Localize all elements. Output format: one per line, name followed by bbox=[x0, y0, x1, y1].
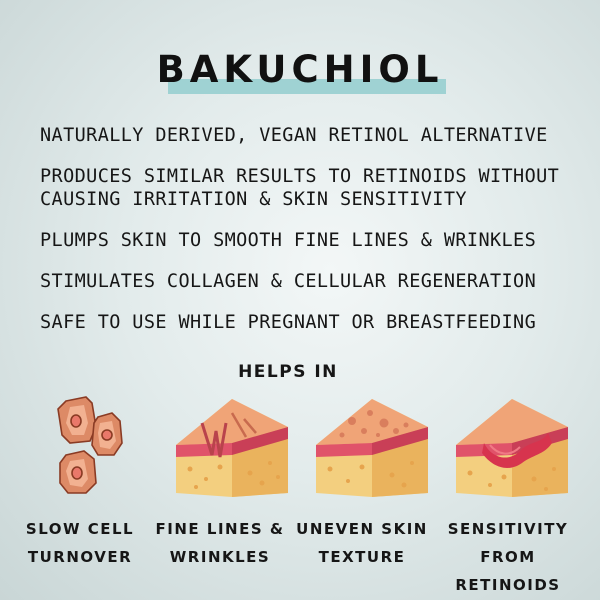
helps-in-heading: HELPS IN bbox=[238, 362, 338, 382]
benefit-item: NATURALLY DERIVED, VEGAN RETINOL ALTERNA… bbox=[40, 125, 548, 146]
wrinkled-skin-icon bbox=[176, 399, 288, 497]
title-accent-bar bbox=[168, 79, 446, 94]
benefit-item: PLUMPS SKIN TO SMOOTH FINE LINES & WRINK… bbox=[40, 230, 537, 251]
skin-cells-icon bbox=[57, 396, 123, 494]
title-area: BAKUCHIOL bbox=[0, 46, 600, 98]
page-title: BAKUCHIOL bbox=[156, 48, 444, 91]
condition-label-slow-cell-turnover: SLOW CELL TURNOVER bbox=[25, 520, 135, 566]
benefits-list: NATURALLY DERIVED, VEGAN RETINOL ALTERNA… bbox=[40, 124, 588, 352]
benefit-item: SAFE TO USE WHILE PREGNANT OR BREASTFEED… bbox=[40, 312, 537, 333]
condition-label-fine-lines: FINE LINES & WRINKLES bbox=[155, 520, 285, 566]
benefit-item: STIMULATES COLLAGEN & CELLULAR REGENERAT… bbox=[40, 271, 537, 292]
condition-label-uneven-texture: UNEVEN SKIN TEXTURE bbox=[296, 520, 428, 566]
uneven-skin-icon bbox=[316, 399, 428, 497]
irritated-skin-icon bbox=[456, 399, 568, 497]
condition-label-sensitivity: SENSITIVITY FROM RETINOIDS bbox=[447, 520, 569, 594]
benefit-item: PRODUCES SIMILAR RESULTS TO RETINOIDS WI… bbox=[40, 166, 560, 210]
